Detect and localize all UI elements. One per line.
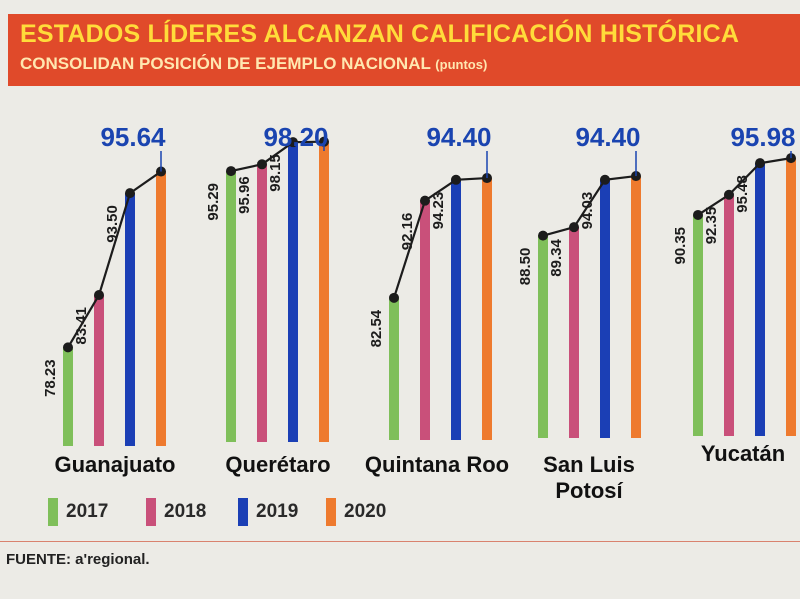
- bar-quintana-roo-2018: [420, 200, 430, 440]
- value-label-quintana-roo-2018: 92.16: [399, 213, 416, 251]
- bar-san-luis-potosi-2019: [600, 179, 610, 438]
- value-label-san-luis-potosi-2017: 88.50: [517, 248, 534, 286]
- bar-quintana-roo-2017: [389, 297, 399, 440]
- point-queretaro-2018: [257, 159, 267, 170]
- trend-line-guanajuato: [67, 170, 162, 348]
- state-label-quintana-roo: Quintana Roo: [364, 452, 510, 477]
- bar-san-luis-potosi-2018: [569, 227, 579, 438]
- footer-divider: [0, 541, 800, 542]
- chart-title: ESTADOS LÍDERES ALCANZAN CALIFICACIÓN HI…: [20, 20, 740, 48]
- bar-yucatan-2017: [693, 214, 703, 436]
- highlight-value-yucatan: 95.98: [730, 122, 795, 152]
- source-brand: a'regional.: [75, 551, 150, 568]
- point-queretaro-2017: [226, 166, 236, 177]
- legend-swatch-2018: [146, 498, 156, 526]
- value-label-queretaro-2019: 98.15: [267, 154, 284, 192]
- highlight-value-quintana-roo: 94.40: [426, 122, 491, 152]
- subtitle-text: CONSOLIDAN POSICIÓN DE EJEMPLO NACIONAL: [20, 54, 431, 73]
- point-yucatan-2019: [755, 158, 765, 169]
- legend-label-2019: 2019: [256, 501, 299, 522]
- bar-san-luis-potosi-2017: [538, 235, 548, 438]
- bar-queretaro-2019: [288, 142, 298, 442]
- bar-yucatan-2019: [755, 163, 765, 437]
- point-quintana-roo-2017: [389, 292, 399, 303]
- value-label-yucatan-2017: 90.35: [672, 227, 689, 265]
- value-label-san-luis-potosi-2019: 94.03: [579, 192, 596, 230]
- bar-quintana-roo-2019: [451, 179, 461, 441]
- value-label-guanajuato-2018: 83.41: [73, 307, 90, 345]
- point-yucatan-2017: [693, 209, 703, 220]
- bar-san-luis-potosi-2020: [631, 176, 641, 438]
- legend-swatch-2020: [326, 498, 336, 526]
- value-label-quintana-roo-2019: 94.23: [430, 192, 447, 230]
- value-label-guanajuato-2019: 93.50: [104, 205, 121, 243]
- value-label-yucatan-2018: 92.35: [703, 207, 720, 245]
- bar-yucatan-2020: [786, 158, 796, 437]
- bar-queretaro-2018: [257, 164, 267, 442]
- point-san-luis-potosi-2019: [600, 174, 610, 185]
- value-label-san-luis-potosi-2018: 89.34: [548, 239, 565, 277]
- legend-swatch-2019: [238, 498, 248, 526]
- state-label-queretaro: Querétaro: [225, 452, 331, 477]
- point-guanajuato-2019: [125, 188, 135, 199]
- point-quintana-roo-2019: [451, 174, 461, 185]
- chart-header: ESTADOS LÍDERES ALCANZAN CALIFICACIÓN HI…: [8, 14, 800, 86]
- state-label-san-luis-potosi: San Luis Potosí: [543, 452, 635, 503]
- bar-queretaro-2017: [226, 171, 236, 443]
- point-guanajuato-2018: [94, 290, 104, 301]
- value-label-guanajuato-2017: 78.23: [42, 359, 59, 397]
- source-label: FUENTE:: [6, 551, 71, 568]
- value-label-queretaro-2018: 95.96: [236, 176, 253, 214]
- legend-label-2018: 2018: [164, 501, 207, 522]
- bar-queretaro-2020: [319, 141, 329, 442]
- trend-line-queretaro: [230, 140, 325, 173]
- highlight-value-queretaro: 98.20: [263, 122, 328, 152]
- highlight-value-guanajuato: 95.64: [100, 122, 166, 152]
- trend-line-san-luis-potosi: [542, 174, 637, 237]
- point-san-luis-potosi-2018: [569, 222, 579, 233]
- state-label-yucatan: Yucatán: [700, 441, 786, 466]
- trend-line-yucatan: [697, 157, 792, 216]
- bar-yucatan-2018: [724, 194, 734, 436]
- bar-guanajuato-2020: [156, 171, 166, 446]
- trend-line-quintana-roo: [392, 176, 488, 299]
- state-label-guanajuato: Guanajuato: [54, 452, 176, 477]
- bar-guanajuato-2017: [63, 347, 73, 446]
- value-label-yucatan-2019: 95.48: [734, 175, 751, 213]
- highlight-value-san-luis-potosi: 94.40: [575, 122, 640, 152]
- bar-guanajuato-2019: [125, 193, 135, 446]
- subtitle-unit: (puntos): [435, 57, 488, 72]
- legend-label-2017: 2017: [66, 501, 109, 522]
- value-label-queretaro-2017: 95.29: [205, 183, 222, 221]
- point-guanajuato-2017: [63, 342, 73, 353]
- legend-swatch-2017: [48, 498, 58, 526]
- source-note: FUENTE: a'regional.: [6, 551, 150, 568]
- point-queretaro-2019: [288, 137, 298, 148]
- point-yucatan-2018: [724, 189, 734, 200]
- point-san-luis-potosi-2017: [538, 230, 548, 241]
- legend-label-2020: 2020: [344, 501, 387, 522]
- point-quintana-roo-2018: [420, 195, 430, 206]
- value-label-quintana-roo-2017: 82.54: [368, 309, 385, 347]
- bar-quintana-roo-2020: [482, 178, 492, 440]
- bar-guanajuato-2018: [94, 295, 104, 446]
- chart-subtitle: CONSOLIDAN POSICIÓN DE EJEMPLO NACIONAL …: [20, 54, 487, 74]
